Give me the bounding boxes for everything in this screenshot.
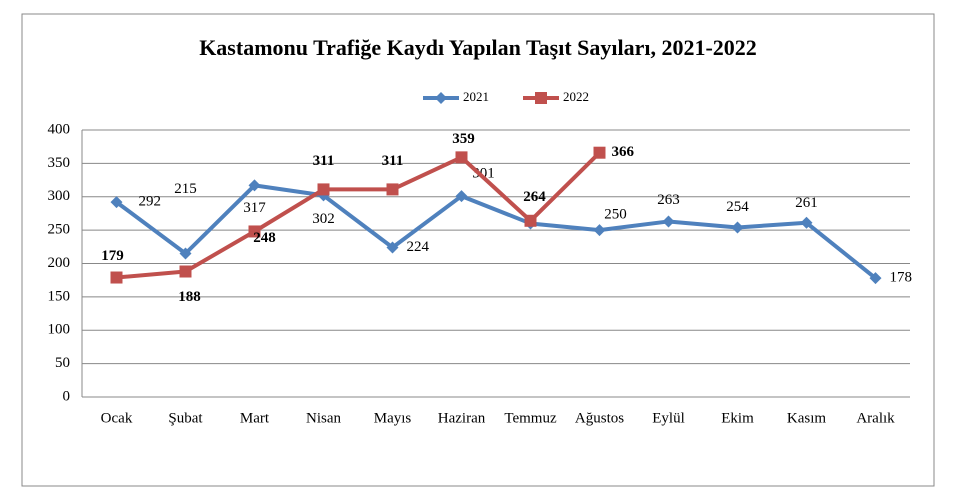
- y-tick-label: 350: [48, 155, 71, 171]
- x-tick-label: Temmuz: [504, 410, 557, 426]
- data-point: [179, 265, 192, 278]
- data-point: [593, 224, 606, 237]
- x-tick-label: Nisan: [306, 410, 341, 426]
- data-point: [110, 271, 123, 284]
- data-label: 292: [139, 194, 162, 210]
- data-label: 248: [253, 230, 276, 246]
- data-point: [248, 179, 261, 192]
- x-tick-label: Şubat: [168, 410, 203, 426]
- x-tick-label: Eylül: [652, 410, 685, 426]
- y-tick-label: 200: [48, 255, 71, 271]
- y-tick-label: 100: [48, 322, 71, 338]
- data-label: 311: [313, 153, 335, 169]
- legend-marker: [535, 92, 547, 104]
- legend-label: 2021: [463, 89, 489, 104]
- data-label: 311: [382, 153, 404, 169]
- data-label: 359: [452, 131, 475, 147]
- chart-title: Kastamonu Trafiğe Kaydı Yapılan Taşıt Sa…: [199, 35, 757, 60]
- y-tick-label: 250: [48, 222, 71, 238]
- data-point: [524, 214, 537, 227]
- data-label: 301: [472, 166, 495, 182]
- y-tick-label: 300: [48, 188, 71, 204]
- data-label: 261: [795, 195, 818, 211]
- x-tick-label: Haziran: [438, 410, 486, 426]
- data-label: 302: [312, 211, 335, 227]
- data-label: 188: [178, 289, 201, 305]
- chart-frame: [21, 13, 935, 487]
- data-label: 317: [243, 200, 266, 216]
- x-tick-label: Aralık: [856, 410, 895, 426]
- data-point: [110, 196, 123, 209]
- legend-label: 2022: [563, 89, 589, 104]
- y-tick-label: 50: [55, 355, 70, 371]
- y-tick-label: 400: [48, 121, 71, 137]
- data-point: [800, 216, 813, 229]
- data-point: [386, 183, 399, 196]
- data-point: [455, 151, 468, 164]
- data-label: 263: [657, 192, 680, 208]
- y-tick-label: 150: [48, 288, 71, 304]
- y-tick-label: 0: [63, 388, 71, 404]
- legend-marker: [435, 92, 447, 104]
- data-label: 179: [101, 248, 124, 264]
- x-tick-label: Mart: [240, 410, 270, 426]
- data-point: [731, 221, 744, 234]
- data-point: [317, 183, 330, 196]
- data-point: [869, 272, 882, 285]
- data-point: [662, 215, 675, 228]
- data-label: 264: [523, 189, 546, 205]
- x-tick-label: Ocak: [101, 410, 133, 426]
- x-tick-label: Ağustos: [575, 410, 624, 426]
- data-label: 215: [174, 181, 197, 197]
- x-tick-label: Mayıs: [374, 410, 412, 426]
- data-label: 366: [612, 144, 635, 160]
- data-point: [593, 146, 606, 159]
- data-label: 224: [407, 239, 430, 255]
- series-line: [115, 183, 877, 280]
- data-point: [386, 241, 399, 254]
- data-label: 254: [726, 199, 749, 215]
- data-point: [455, 190, 468, 203]
- data-label: 178: [890, 270, 913, 286]
- data-point: [179, 247, 192, 260]
- x-tick-label: Ekim: [721, 410, 754, 426]
- series-line: [116, 151, 601, 280]
- data-point: [248, 225, 261, 238]
- x-tick-label: Kasım: [787, 410, 826, 426]
- data-label: 250: [604, 207, 627, 223]
